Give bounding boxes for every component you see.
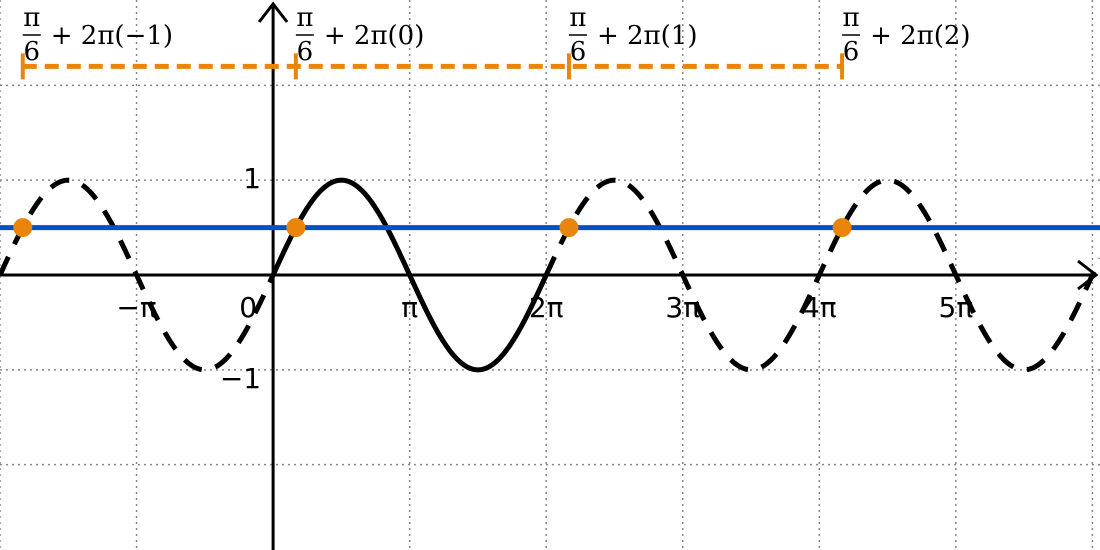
y-tick-label: −1 [220, 362, 261, 395]
fraction-denominator: 6 [23, 37, 40, 67]
x-tick-label: 0 [239, 291, 257, 324]
annotations: π 6 + 2π(−1) π 6 + 2π(0) π 6 + 2π(1) π 6 + 2π(2) [22, 3, 971, 67]
period-annotation: π 6 + 2π(2) [842, 3, 971, 67]
annotation-suffix: + 2π(2) [870, 21, 971, 51]
x-tick-label: π [401, 291, 418, 324]
fraction-denominator: 6 [843, 37, 860, 67]
fraction-numerator: π [296, 3, 313, 33]
x-axis-arrow [1077, 259, 1099, 291]
annotation-suffix: + 2π(0) [324, 21, 425, 51]
intersection-points [13, 218, 852, 238]
intersection-point [286, 218, 306, 238]
intersection-point [559, 218, 579, 238]
tick-labels: −π 0 π 2π 3π 4π 5π1−1 [116, 162, 973, 395]
fraction-denominator: 6 [570, 37, 587, 67]
period-annotation: π 6 + 2π(−1) [22, 3, 173, 67]
curves [0, 177, 1100, 373]
period-annotation: π 6 + 2π(1) [568, 3, 698, 67]
period-annotation: π 6 + 2π(0) [295, 3, 425, 67]
sine-curve-dashed [0, 177, 276, 373]
y-tick-label: 1 [243, 162, 261, 195]
annotation-suffix: + 2π(1) [597, 21, 698, 51]
y-axis-arrow [257, 1, 289, 23]
annotation-suffix: + 2π(−1) [51, 21, 173, 51]
sine-curve-dashed [543, 177, 1100, 373]
fraction-numerator: π [569, 3, 586, 33]
fraction-numerator: π [23, 3, 40, 33]
intersection-point [13, 218, 33, 238]
fraction-numerator: π [843, 3, 860, 33]
period-bar [20, 53, 845, 80]
intersection-point [832, 218, 852, 238]
sine-curve-solid [270, 177, 549, 373]
x-tick-label: 3π [665, 291, 700, 324]
fraction-denominator: 6 [297, 37, 314, 67]
